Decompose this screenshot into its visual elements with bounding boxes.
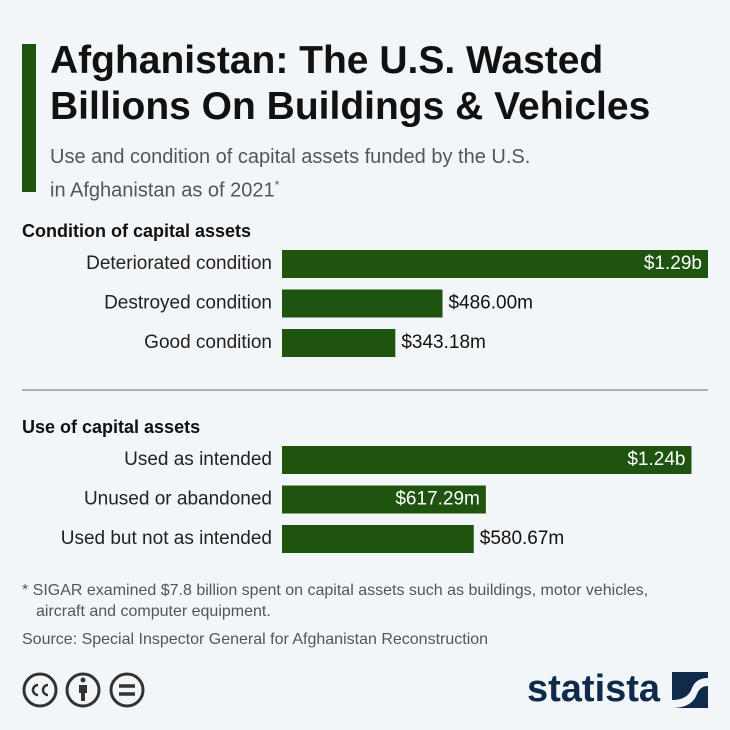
subtitle-mark: * [274, 178, 280, 192]
bar [282, 250, 708, 278]
bar [282, 329, 396, 357]
category-label: Unused or abandoned [84, 489, 272, 510]
value-label: $617.29m [395, 489, 480, 510]
bar [282, 485, 486, 514]
brand-icon [672, 672, 708, 708]
license-icons [22, 672, 145, 708]
value-label: $580.67m [480, 528, 565, 549]
subtitle-text: Use and condition of capital assets fund… [50, 146, 531, 202]
title-accent [22, 44, 36, 192]
category-label: Used as intended [124, 449, 272, 470]
value-label: $1.29b [644, 253, 702, 274]
value-label: $486.00m [448, 293, 533, 314]
section-title: Condition of capital assets [22, 221, 251, 241]
bar [282, 446, 692, 474]
bar [282, 525, 474, 553]
category-label: Deteriorated condition [86, 253, 272, 274]
bar [282, 289, 443, 318]
value-label: $343.18m [401, 332, 486, 353]
value-label: $1.24b [627, 449, 685, 470]
section-title: Use of capital assets [22, 417, 200, 437]
source: Source: Special Inspector General for Af… [22, 631, 489, 648]
brand-logo: statista [527, 668, 661, 710]
category-label: Destroyed condition [104, 293, 272, 314]
subtitle: Use and condition of capital assets fund… [50, 143, 550, 205]
category-label: Good condition [144, 332, 272, 353]
footnote: * SIGAR examined $7.8 billion spent on c… [22, 582, 649, 620]
title: Afghanistan: The U.S. Wasted Billions On… [50, 39, 651, 128]
category-label: Used but not as intended [61, 528, 272, 549]
